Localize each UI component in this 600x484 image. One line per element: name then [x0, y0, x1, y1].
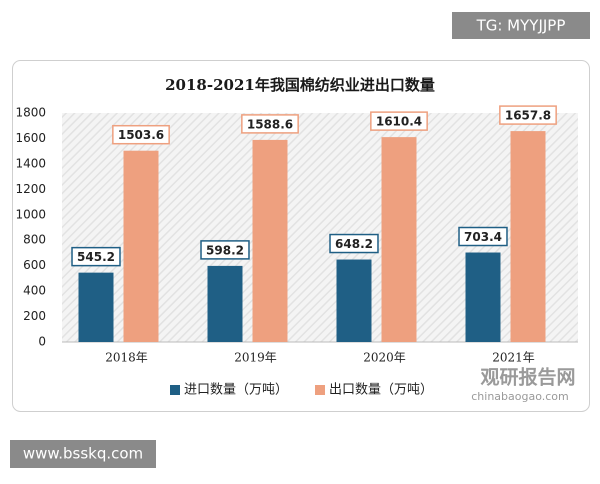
value-label: 1503.6: [118, 128, 164, 142]
bar: [465, 252, 501, 342]
value-label: 703.4: [464, 230, 502, 244]
bar: [207, 265, 243, 342]
value-label-box: [200, 240, 250, 260]
y-tick-label: 1800: [15, 106, 46, 120]
value-label-box: [112, 124, 170, 145]
legend-swatch: [170, 385, 180, 395]
logo-watermark: 观研报告网: [480, 366, 575, 389]
value-label: 545.2: [77, 250, 115, 264]
legend-label: 出口数量（万吨）: [329, 383, 433, 398]
y-tick-label: 200: [23, 309, 46, 323]
y-tick-label: 800: [23, 233, 46, 247]
value-label: 1610.4: [376, 115, 422, 129]
watermark-box: [452, 12, 590, 39]
value-label-box: [71, 246, 121, 267]
x-tick-label: 2020年: [363, 351, 406, 365]
value-label: 648.2: [335, 237, 373, 251]
bar: [123, 150, 159, 342]
value-label: 598.2: [206, 243, 244, 257]
chart-title: 2018-2021年我国棉纺织业进出口数量: [165, 76, 435, 94]
y-tick-label: 400: [23, 284, 46, 298]
value-label-box: [499, 105, 557, 125]
legend-swatch: [315, 385, 325, 395]
y-tick-label: 600: [23, 258, 46, 272]
y-tick-label: 1600: [15, 131, 46, 145]
x-tick-label: 2021年: [492, 351, 535, 365]
value-label: 1588.6: [247, 117, 293, 131]
bar: [78, 272, 114, 342]
bar: [336, 259, 372, 342]
x-tick-label: 2018年: [105, 351, 148, 365]
bar: [252, 139, 288, 342]
logo-url: chinabaogao.com: [471, 390, 569, 403]
x-tick-label: 2019年: [234, 351, 277, 365]
y-tick-label: 1400: [15, 156, 46, 170]
y-tick-label: 0: [38, 335, 46, 349]
value-label-box: [241, 114, 299, 134]
watermark-box: [10, 440, 156, 468]
y-tick-label: 1000: [15, 207, 46, 221]
bar: [381, 137, 417, 342]
y-tick-label: 1200: [15, 182, 46, 196]
bar: [510, 131, 546, 342]
value-label: 1657.8: [505, 109, 551, 123]
legend-label: 进口数量（万吨）: [184, 383, 288, 398]
watermark: TG: MYYJJPP: [476, 17, 566, 35]
value-label-box: [329, 233, 379, 254]
watermark: www.bsskq.com: [23, 445, 143, 463]
value-label-box: [458, 226, 508, 247]
value-label-box: [370, 111, 428, 131]
